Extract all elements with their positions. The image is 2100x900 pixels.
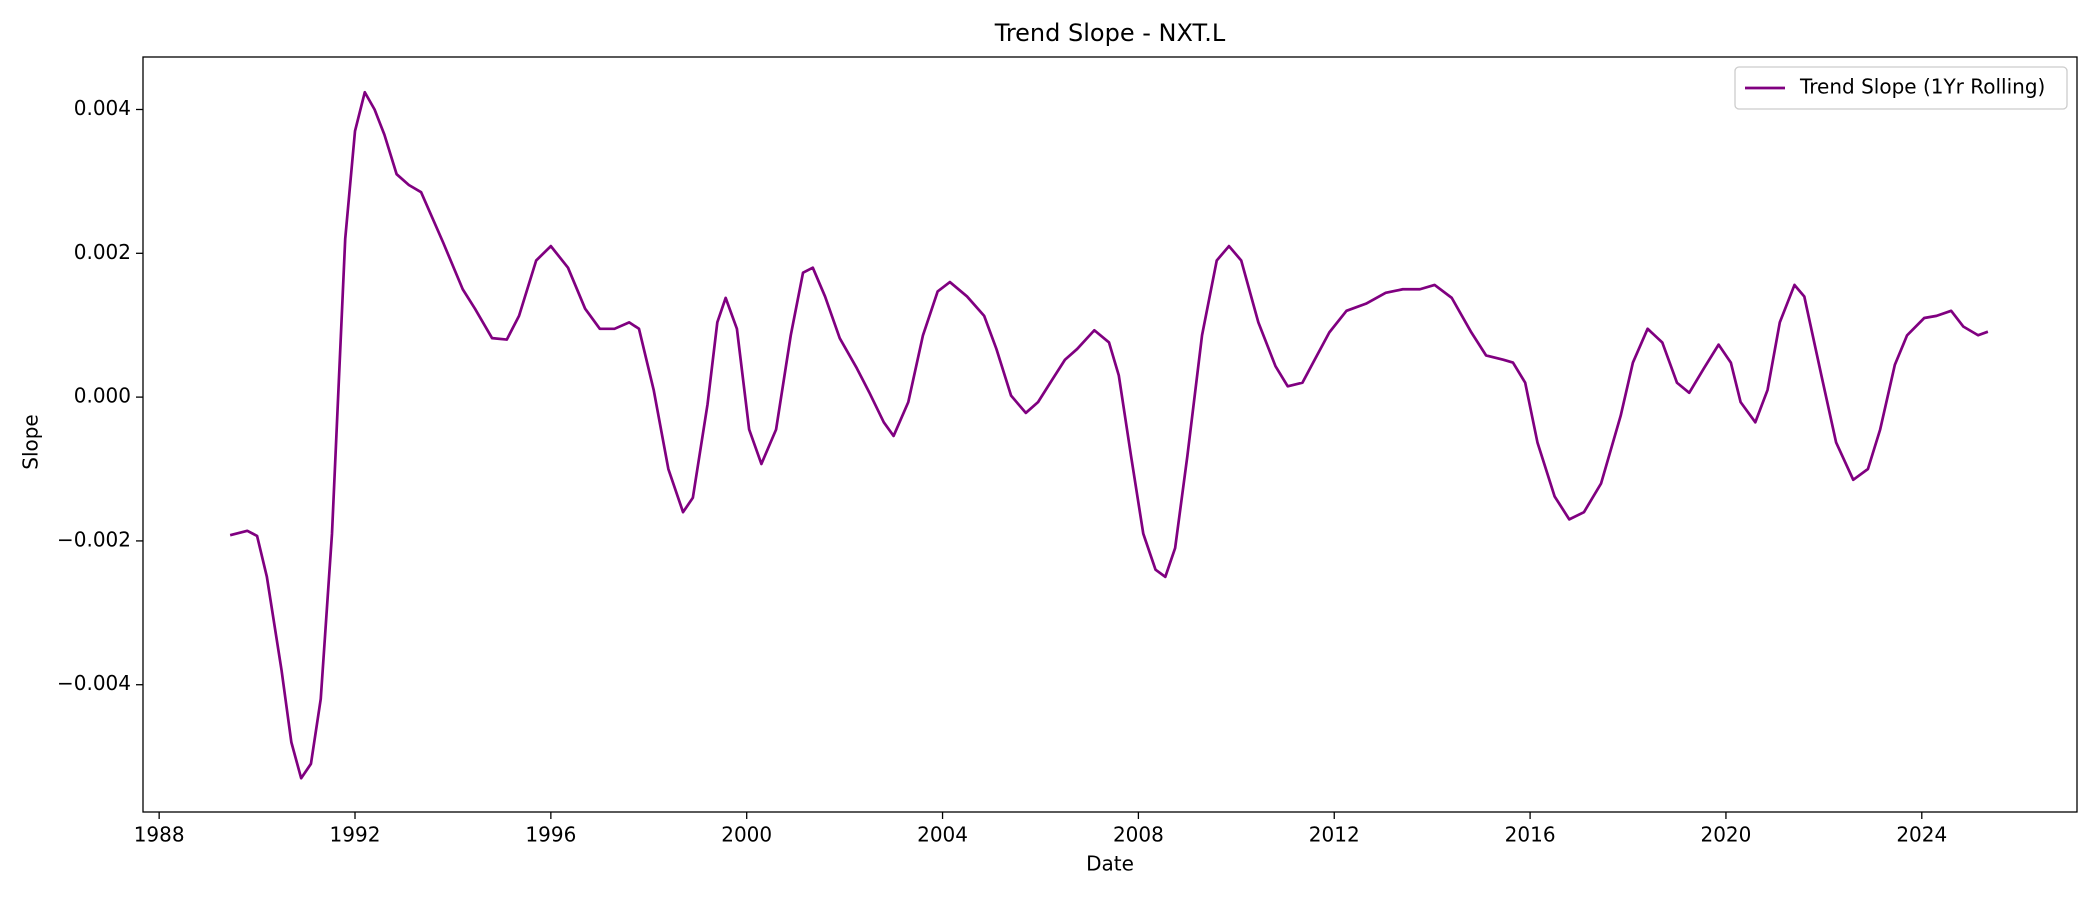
plot-frame [142, 56, 2078, 813]
legend-box [1734, 66, 2068, 110]
x-axis-label: Date [1086, 852, 1134, 876]
x-tick-label: 2024 [1896, 823, 1947, 847]
x-tick-label: 2020 [1700, 823, 1751, 847]
y-tick-label: 0.002 [74, 240, 131, 264]
legend-label: Trend Slope (1Yr Rolling) [1799, 75, 2045, 99]
x-tick-label: 1988 [134, 823, 185, 847]
x-tick-label: 2016 [1505, 823, 1556, 847]
x-tick-label: 2008 [1113, 823, 1164, 847]
y-tick-label: 0.004 [74, 96, 131, 120]
x-tick-label: 1992 [330, 823, 381, 847]
y-tick-label: −0.004 [57, 671, 131, 695]
y-axis-label: Slope [19, 414, 43, 470]
data-line [229, 90, 1989, 780]
x-tick-label: 1996 [525, 823, 576, 847]
x-tick-label: 2000 [721, 823, 772, 847]
y-tick-label: 0.000 [74, 384, 131, 408]
y-tick-label: −0.002 [57, 527, 131, 551]
x-tick-label: 2012 [1309, 823, 1360, 847]
chart-title: Trend Slope - NXT.L [994, 19, 1226, 47]
x-tick-label: 2004 [917, 823, 968, 847]
